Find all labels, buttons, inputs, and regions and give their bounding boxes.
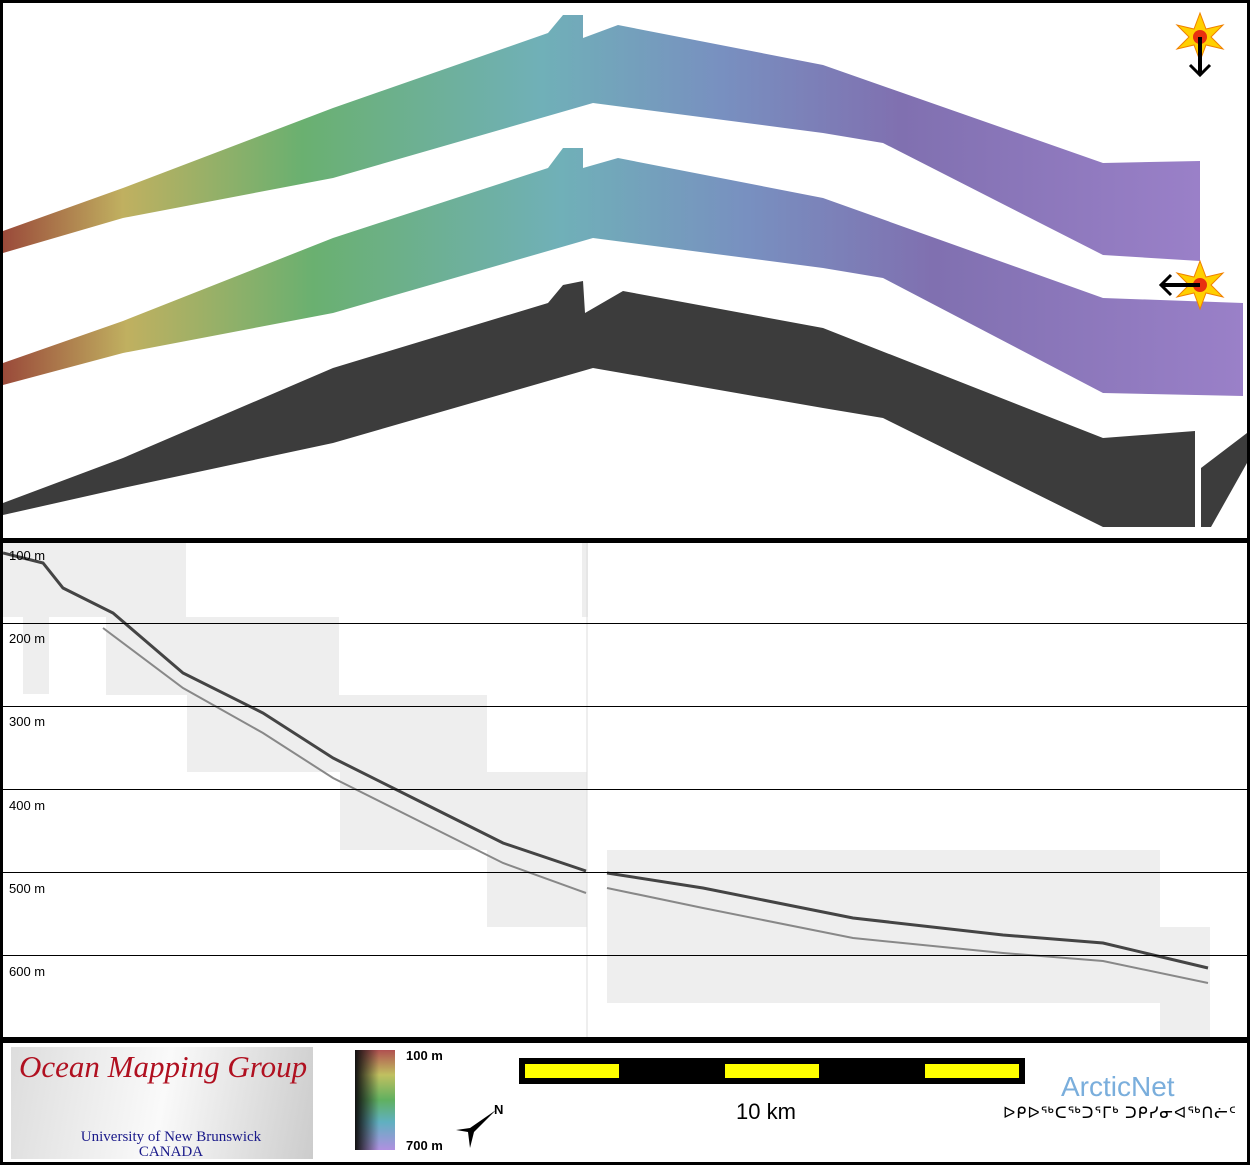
swath-maps xyxy=(3,11,1247,527)
svg-text:N: N xyxy=(494,1102,503,1117)
colorbar-top-label: 100 m xyxy=(406,1048,443,1063)
logo-country: CANADA xyxy=(138,1144,204,1160)
depth-colorbar xyxy=(355,1050,395,1150)
backscatter-end xyxy=(1201,433,1247,527)
arcticnet-logo: ArcticNet xyxy=(1061,1071,1175,1102)
depth-label-600: 600 m xyxy=(9,964,46,979)
logo-title: Ocean Mapping Group xyxy=(19,1049,308,1084)
scale-label: 10 km xyxy=(736,1099,796,1124)
swath-bathymetry-2 xyxy=(3,148,1243,396)
swath-bathymetry-1 xyxy=(3,15,1200,261)
depth-label-300: 300 m xyxy=(9,714,46,729)
seafloor-reflector xyxy=(3,551,1209,970)
north-arrow-icon: N xyxy=(456,1102,503,1148)
subbottom-profile-panel: 100 m 200 m 300 m 400 m 500 m 600 m xyxy=(3,543,1247,1037)
ocean-mapping-group-logo: Ocean Mapping Group University of New Br… xyxy=(11,1047,313,1160)
swath-maps-panel xyxy=(3,3,1247,538)
sun-illumination-icon xyxy=(1158,11,1225,311)
depth-label-500: 500 m xyxy=(9,881,46,896)
logo-university: University of New Brunswick xyxy=(80,1129,262,1145)
depth-label-100: 100 m xyxy=(9,548,46,563)
depth-label-400: 400 m xyxy=(9,798,46,813)
depth-label-200: 200 m xyxy=(9,631,46,646)
subbottom-profile xyxy=(3,543,1210,1037)
scale-bar xyxy=(519,1058,1025,1084)
legend-panel: Ocean Mapping Group University of New Br… xyxy=(3,1043,1247,1162)
backscatter-mosaic xyxy=(3,281,1195,527)
colorbar-bottom-label: 700 m xyxy=(406,1138,443,1153)
arcticnet-syllabics: ᐅᑭᐅᖅᑕᖅᑐᕐᒥᒃ ᑐᑭᓯᓂᐊᖅᑎᓖᑦ xyxy=(1003,1105,1237,1122)
